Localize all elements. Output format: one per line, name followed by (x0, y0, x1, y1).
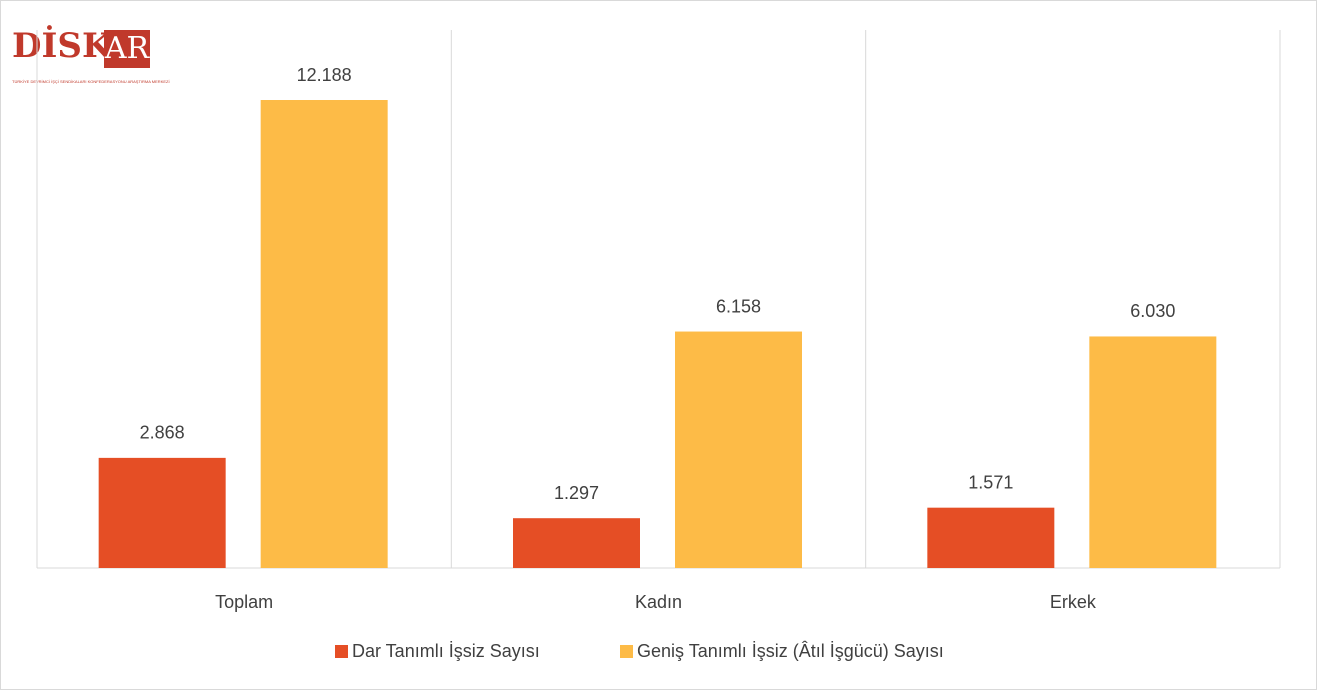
logo: DİSK AR TÜRKİYE DEVRİMCİ İŞÇİ SENDİKALAR… (12, 25, 170, 84)
data-label: 6.030 (1130, 301, 1175, 321)
x-tick-label: Erkek (1050, 592, 1097, 612)
bar (98, 457, 226, 568)
bar (513, 518, 640, 568)
data-label: 2.868 (140, 423, 185, 443)
legend-swatch (335, 645, 348, 658)
logo-caption: TÜRKİYE DEVRİMCİ İŞÇİ SENDİKALARI KONFED… (12, 79, 170, 84)
data-label: 12.188 (297, 65, 352, 85)
legend-label: Geniş Tanımlı İşsiz (Âtıl İşgücü) Sayısı (637, 641, 944, 661)
bar (1089, 336, 1217, 568)
bar (675, 331, 802, 568)
x-tick-label: Kadın (635, 592, 682, 612)
logo-box (104, 30, 150, 68)
logo-box-text: AR (104, 31, 151, 66)
data-label: 1.297 (554, 483, 599, 503)
data-label: 6.158 (716, 296, 761, 316)
legend-swatch (620, 645, 633, 658)
bar (260, 100, 388, 568)
legend-label: Dar Tanımlı İşsiz Sayısı (352, 641, 540, 661)
data-label: 1.571 (968, 472, 1013, 492)
bar (927, 507, 1055, 568)
x-tick-label: Toplam (215, 592, 273, 612)
logo-main: DİSK (12, 25, 113, 66)
